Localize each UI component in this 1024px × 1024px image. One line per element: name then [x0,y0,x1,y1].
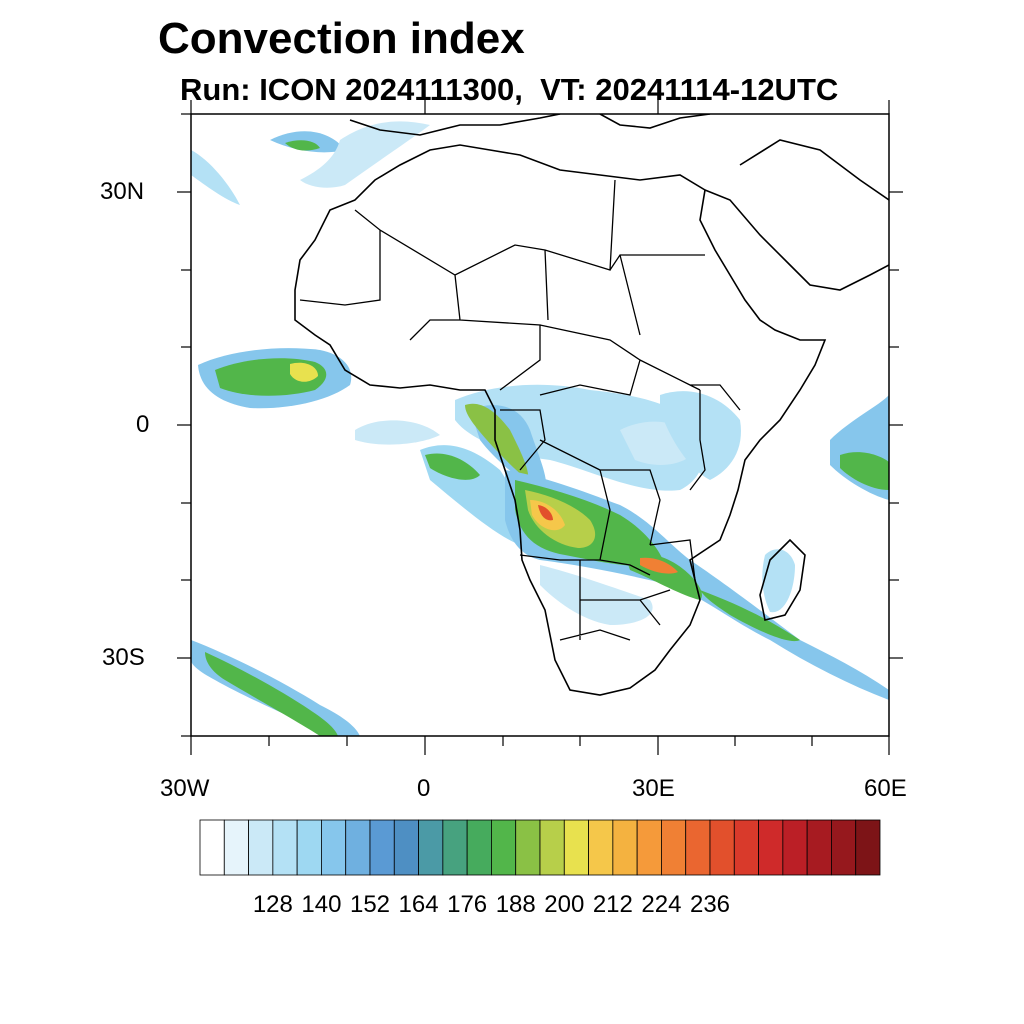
convection-patch-zambezi-hot [640,557,678,574]
colorbar-swatch [393,819,419,876]
colorbar-swatch [758,819,784,876]
africa-coastline [294,144,827,696]
colorbar-tick-label: 176 [447,891,487,918]
convection-patch-gulf-guinea [355,420,440,445]
colorbar-swatch [831,819,857,876]
colorbar-swatch [248,819,274,876]
colorbar-swatch [685,819,711,876]
border-lines [299,179,741,641]
colorbar-swatch [855,819,881,876]
convection-patch-north-atlantic-3 [300,121,430,188]
convection-patch-congo [455,384,704,491]
colorbar-tick-label: 212 [593,891,633,918]
colorbar-swatch [539,819,565,876]
colorbar-swatch [636,819,662,876]
chart-subtitle: Run: ICON 2024111300, VT: 20241114-12UTC [180,72,839,107]
colorbar-swatch [321,819,347,876]
colorbar-swatch [296,819,322,876]
convection-patch-southern-africa [540,565,653,625]
colorbar-swatch [199,819,225,876]
colorbar-swatch [733,819,759,876]
lon-ticks [190,100,890,755]
colorbar-swatch [563,819,589,876]
europe-coastline [349,114,711,136]
colorbar-tick-label: 224 [641,891,681,918]
colorbar-swatch [369,819,395,876]
colorbar-swatch [466,819,492,876]
colorbar-tick-label: 236 [690,891,730,918]
lat-label-30s: 30S [102,644,145,671]
colorbar-swatch [223,819,249,876]
lon-label-30w: 30W [160,775,210,802]
lat-ticks [177,113,903,737]
lat-label-30n: 30N [100,178,145,205]
convection-patch-indian-ocean-core [840,452,889,490]
colorbar-swatch [661,819,687,876]
colorbar-tick-label: 152 [350,891,390,918]
convection-patch-congo-core [465,403,529,480]
lat-label-0: 0 [136,411,150,438]
colorbar-tick-label: 164 [399,891,439,918]
convection-patch-north-atlantic-4 [285,140,320,151]
colorbar-tick-label: 200 [544,891,584,918]
arabia-coastline [704,139,889,291]
colorbar-swatch [442,819,468,876]
convection-patch-north-atlantic [191,150,240,205]
lon-label-0: 0 [417,775,431,802]
colorbar-swatch [709,819,735,876]
colorbar-tick-label: 128 [253,891,293,918]
lon-label-60e: 60E [864,775,907,802]
convection-patch-atlantic-band-core [425,453,480,480]
colorbar-swatch [491,819,517,876]
colorbar-swatch [612,819,638,876]
convection-patch-south-atlantic-core [205,652,338,736]
colorbar-swatch [782,819,808,876]
lon-label-30e: 30E [632,775,675,802]
colorbar-swatch [272,819,298,876]
convection-patch-angola-red [538,505,553,521]
convection-patch-south-atlantic [191,640,360,736]
convection-patch-se-band [700,590,800,642]
colorbar-swatch [345,819,371,876]
madagascar-coastline [759,538,806,621]
colorbar-swatch [588,819,614,876]
coastlines [294,114,889,696]
convection-patch-west-africa-peak [290,362,318,382]
colorbar-tick-label: 188 [496,891,536,918]
convection-patch-madagascar [762,549,795,613]
chart-title: Convection index [158,14,525,63]
colorbar-swatch [515,819,541,876]
colorbar-swatch [806,819,832,876]
colorbar-tick-label: 140 [301,891,341,918]
colorbar-swatch [418,819,444,876]
